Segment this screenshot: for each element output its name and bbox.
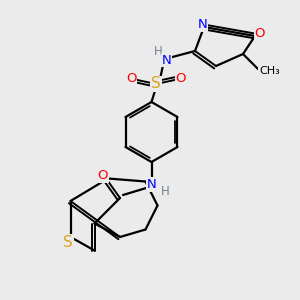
Text: S: S [151,76,161,92]
Text: O: O [176,71,186,85]
Text: H: H [154,45,163,58]
Text: N: N [147,178,156,191]
Text: N: N [198,18,207,31]
Text: S: S [63,235,73,250]
Text: O: O [254,27,265,40]
Text: H: H [160,184,169,198]
Text: CH₃: CH₃ [259,65,280,76]
Text: O: O [97,169,108,182]
Text: O: O [126,71,137,85]
Text: N: N [162,53,171,67]
